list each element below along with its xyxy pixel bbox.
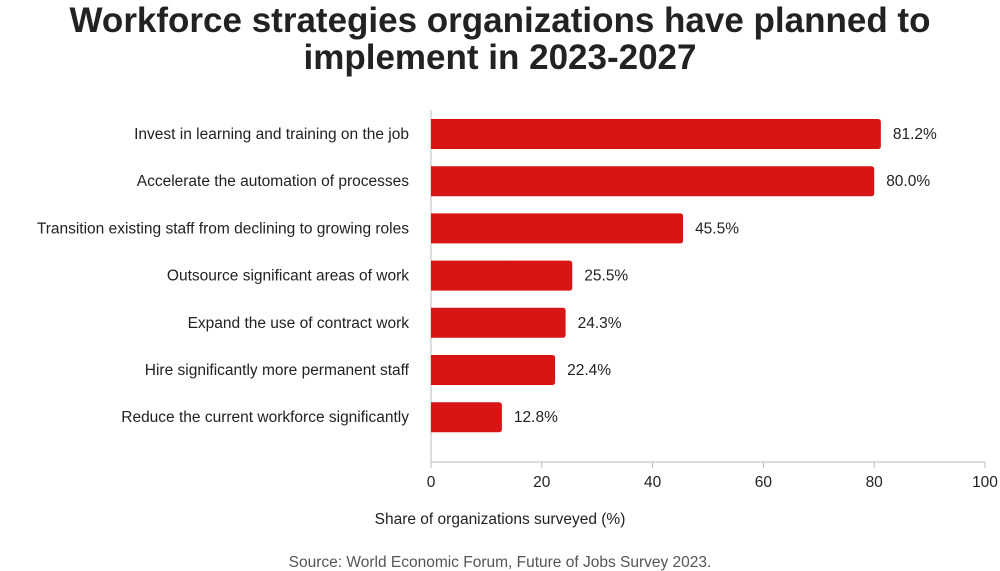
category-label: Reduce the current workforce significant… <box>121 409 409 426</box>
category-label: Accelerate the automation of processes <box>137 173 410 190</box>
category-label: Expand the use of contract work <box>188 315 410 332</box>
category-label: Outsource significant areas of work <box>167 268 409 285</box>
value-label: 22.4% <box>567 362 611 379</box>
x-tick-label: 100 <box>972 474 998 491</box>
source-note: Source: World Economic Forum, Future of … <box>289 554 712 571</box>
chart-title-line-1: Workforce strategies organizations have … <box>69 1 931 40</box>
category-label: Transition existing staff from declining… <box>37 220 409 237</box>
bar <box>431 307 566 338</box>
x-tick-label: 0 <box>427 474 436 491</box>
chart-title: Workforce strategies organizations have … <box>0 2 1000 76</box>
value-label: 80.0% <box>886 173 930 190</box>
x-tick-label: 20 <box>533 474 551 491</box>
bar <box>431 260 573 291</box>
value-label: 45.5% <box>695 220 739 237</box>
value-label: 12.8% <box>514 409 558 426</box>
bar <box>431 213 684 244</box>
x-tick-label: 60 <box>755 474 773 491</box>
bar <box>431 355 556 385</box>
x-tick-label: 80 <box>866 474 884 491</box>
value-label: 81.2% <box>893 126 937 143</box>
bar <box>431 402 502 433</box>
chart-title-line-2: implement in 2023-2027 <box>303 38 697 77</box>
bar-series: Invest in learning and training on the j… <box>37 119 937 433</box>
bar <box>431 166 875 197</box>
value-label: 24.3% <box>578 315 622 332</box>
category-label: Hire significantly more permanent staff <box>145 362 410 379</box>
category-label: Invest in learning and training on the j… <box>134 126 409 143</box>
x-axis-title: Share of organizations surveyed (%) <box>375 511 626 528</box>
value-label: 25.5% <box>584 268 628 285</box>
bar <box>431 119 881 149</box>
x-tick-label: 40 <box>644 474 662 491</box>
